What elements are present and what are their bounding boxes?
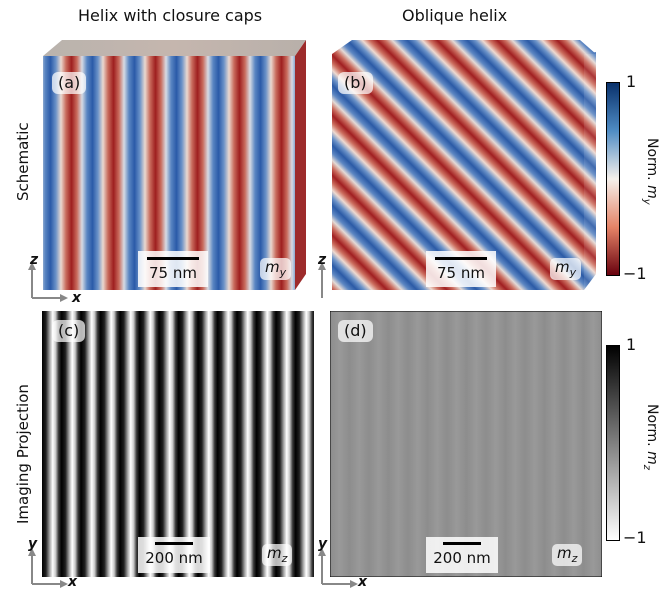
component-label-d: mz (552, 544, 583, 566)
colorbar-top (606, 82, 620, 276)
scale-bar-c: 200 nm (138, 537, 210, 573)
colorbar-bottom (606, 345, 620, 541)
axis-label-y-right: y (318, 536, 328, 552)
panel-label-a: (a) (52, 72, 87, 94)
row-label-imaging: Imaging Projection (14, 384, 32, 524)
cube-front-face (332, 54, 584, 290)
axis-label-x-top: x (72, 290, 82, 306)
component-label-a: my (260, 258, 292, 280)
component-label-c: mz (262, 544, 293, 566)
panel-b-cube (332, 40, 596, 290)
panel-c-image (42, 311, 314, 577)
cube-side-face (295, 40, 306, 290)
colorbar-bottom-max: 1 (626, 335, 637, 354)
axis-label-z-right: z (318, 252, 327, 268)
colorbar-top-min: −1 (623, 264, 647, 283)
column-title-left: Helix with closure caps (78, 6, 263, 25)
scale-bar-d: 200 nm (426, 537, 498, 573)
axes-indicator-top-right (318, 262, 326, 298)
colorbar-bottom-min: −1 (623, 528, 647, 547)
scale-bar-text: 75 nm (149, 264, 197, 282)
panel-d-image (330, 311, 602, 577)
scale-bar-text: 200 nm (433, 549, 491, 567)
scale-bar-b: 75 nm (426, 251, 496, 287)
colorbar-bottom-label: Norm. mz (641, 404, 660, 470)
cube-top-face (43, 40, 306, 56)
scale-bar-text: 75 nm (437, 264, 485, 282)
scale-bar-line (147, 257, 199, 260)
axes-indicator-bottom-right (318, 548, 358, 588)
row-label-schematic: Schematic (14, 122, 32, 201)
cube-top-face (332, 40, 596, 54)
axis-label-x-bottom-right: x (358, 574, 368, 590)
colorbar-top-max: 1 (626, 72, 637, 91)
axes-indicator-bottom (28, 548, 68, 588)
scale-bar-text: 200 nm (145, 549, 203, 567)
axis-label-y: y (28, 536, 38, 552)
scale-bar-a: 75 nm (138, 251, 208, 287)
colorbar-top-label: Norm. my (641, 138, 660, 205)
axis-label-z: z (30, 252, 39, 268)
cube-side-face (584, 52, 596, 290)
panel-label-c: (c) (52, 320, 86, 342)
column-title-right: Oblique helix (402, 6, 508, 25)
panel-label-b: (b) (338, 72, 373, 94)
axes-indicator-top (28, 262, 68, 302)
panel-label-d: (d) (338, 320, 373, 342)
scale-bar-line (155, 542, 193, 545)
scale-bar-line (443, 542, 481, 545)
scale-bar-line (435, 257, 487, 260)
axis-label-x-bottom: x (68, 574, 78, 590)
component-label-b: my (550, 258, 582, 280)
